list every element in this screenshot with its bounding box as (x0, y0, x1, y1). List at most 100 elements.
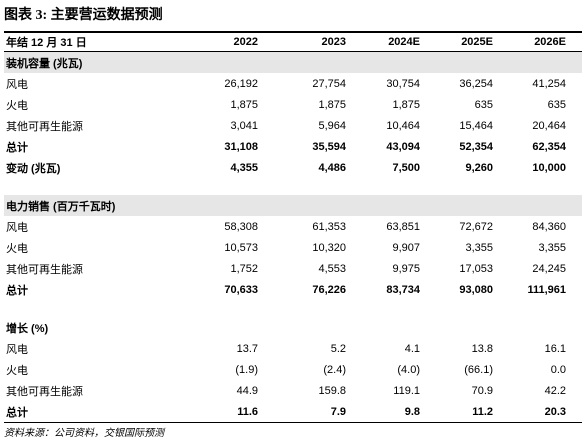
value-cell: 27,754 (312, 77, 346, 90)
spacer-cell (424, 300, 497, 317)
value-cell: 30,754 (386, 77, 420, 90)
value-cell: 5,964 (318, 119, 346, 132)
section-cell (262, 51, 350, 73)
section-cell (497, 195, 582, 216)
row-label: 变动 (兆瓦) (6, 162, 61, 175)
value-cell: 15,464 (459, 119, 493, 132)
value-cell: 13.7 (236, 342, 258, 355)
value-cell: 4,486 (318, 161, 346, 174)
section-title: 电力销售 (百万千瓦时) (4, 195, 190, 216)
value-cell: 4,355 (230, 161, 258, 174)
header-cell: 2025E (424, 31, 497, 52)
value-cell: 36,254 (459, 77, 493, 90)
header-cell: 2022 (190, 31, 262, 52)
value-cell: 20.3 (497, 401, 582, 423)
value-cell: (4.0) (397, 363, 420, 376)
value-cell: 93,080 (459, 283, 493, 296)
value-cell: 0.0 (550, 363, 566, 376)
value-cell: (66.1) (464, 363, 493, 376)
data-row: 其他可再生能源 3,041 5,964 10,464 15,464 20,464 (4, 115, 582, 136)
section-cell (190, 195, 262, 216)
section-cell (497, 317, 582, 338)
value-cell: 43,094 (386, 140, 420, 153)
data-row: 总计 11.6 7.9 9.8 11.2 20.3 (4, 401, 582, 423)
row-label: 总计 (4, 401, 190, 423)
value-cell: 9,260 (465, 161, 493, 174)
section-title: 增长 (%) (6, 322, 49, 335)
data-row: 风电 13.7 5.2 4.1 13.8 16.1 (4, 338, 582, 359)
value-cell: 83,734 (386, 283, 420, 296)
data-row: 火电 1,875 1,875 1,875 635 635 (4, 94, 582, 115)
value-cell: 84,360 (532, 220, 566, 233)
value-cell: 7,500 (392, 161, 420, 174)
header-row: 年结 12 月 31 日 2022 2023 2024E 2025E 2026E (4, 31, 582, 52)
value-cell: 70.9 (471, 384, 493, 397)
value-cell: 26,192 (224, 77, 258, 90)
section-cell (350, 317, 424, 338)
row-label: 火电 (6, 99, 28, 112)
value-cell: 62,354 (532, 140, 566, 153)
spacer-cell (190, 300, 262, 317)
section-cell (190, 51, 262, 73)
spacer-row (4, 300, 582, 317)
value-cell: 13.8 (471, 342, 493, 355)
value-cell: 9,907 (392, 241, 420, 254)
data-row: 总计 31,108 35,594 43,094 52,354 62,354 (4, 136, 582, 157)
value-cell: 119.1 (393, 384, 420, 397)
spacer-cell (350, 178, 424, 195)
data-row: 变动 (兆瓦) 4,355 4,486 7,500 9,260 10,000 (4, 157, 582, 178)
data-row: 其他可再生能源 44.9 159.8 119.1 70.9 42.2 (4, 380, 582, 401)
value-cell: 58,308 (224, 220, 258, 233)
value-cell: 3,355 (538, 241, 566, 254)
spacer-cell (497, 178, 582, 195)
section-cell (497, 51, 582, 73)
value-cell: 61,353 (312, 220, 346, 233)
row-label: 总计 (6, 141, 28, 154)
header-cell: 2024E (350, 31, 424, 52)
value-cell: 9.8 (350, 401, 424, 423)
value-cell: 5.2 (330, 342, 346, 355)
data-row: 火电 (1.9) (2.4) (4.0) (66.1) 0.0 (4, 359, 582, 380)
section-cell (350, 51, 424, 73)
value-cell: 10,320 (312, 241, 346, 254)
value-cell: 1,752 (230, 262, 258, 275)
data-row: 风电 58,308 61,353 63,851 72,672 84,360 (4, 216, 582, 237)
value-cell: 72,672 (459, 220, 493, 233)
value-cell: 9,975 (392, 262, 420, 275)
spacer-cell (424, 178, 497, 195)
data-table: 年结 12 月 31 日 2022 2023 2024E 2025E 2026E 装机容量 … (4, 31, 582, 423)
value-cell: 63,851 (386, 220, 420, 233)
value-cell: 41,254 (532, 77, 566, 90)
value-cell: 7.9 (262, 401, 350, 423)
value-cell: 4,553 (318, 262, 346, 275)
spacer-cell (190, 178, 262, 195)
value-cell: 1,875 (230, 98, 258, 111)
value-cell: (1.9) (235, 363, 258, 376)
source-note: 资料来源：公司资料，交银国际预测 (4, 428, 164, 439)
section-cell (424, 51, 497, 73)
row-label: 火电 (6, 242, 28, 255)
row-label: 风电 (6, 343, 28, 356)
value-cell: 20,464 (532, 119, 566, 132)
spacer-cell (4, 178, 190, 195)
value-cell: 159.8 (318, 384, 346, 397)
row-label: 其他可再生能源 (6, 120, 83, 133)
section-cell (190, 317, 262, 338)
spacer-cell (497, 300, 582, 317)
value-cell: 10,464 (386, 119, 420, 132)
value-cell: 11.2 (424, 401, 497, 423)
value-cell: 635 (474, 98, 493, 111)
value-cell: 17,053 (459, 262, 493, 275)
value-cell: 24,245 (532, 262, 566, 275)
value-cell: 1,875 (392, 98, 420, 111)
spacer-row (4, 178, 582, 195)
value-cell: 42.2 (544, 384, 566, 397)
row-label: 火电 (6, 364, 28, 377)
value-cell: 4.1 (404, 342, 420, 355)
spacer-cell (262, 178, 350, 195)
value-cell: 1,875 (318, 98, 346, 111)
value-cell: 52,354 (459, 140, 493, 153)
section-cell (424, 195, 497, 216)
row-label: 风电 (6, 221, 28, 234)
